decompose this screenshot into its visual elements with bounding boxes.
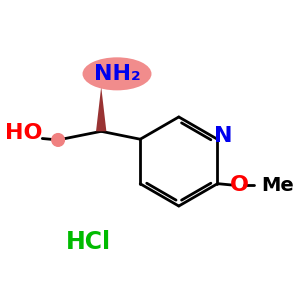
Text: N: N	[214, 126, 232, 146]
Text: Me: Me	[261, 176, 294, 195]
Text: HO: HO	[5, 123, 42, 143]
Ellipse shape	[82, 57, 152, 90]
Text: NH₂: NH₂	[94, 64, 140, 84]
Text: HCl: HCl	[66, 230, 111, 254]
Circle shape	[52, 134, 64, 146]
Text: O: O	[230, 175, 248, 195]
Polygon shape	[96, 87, 106, 131]
